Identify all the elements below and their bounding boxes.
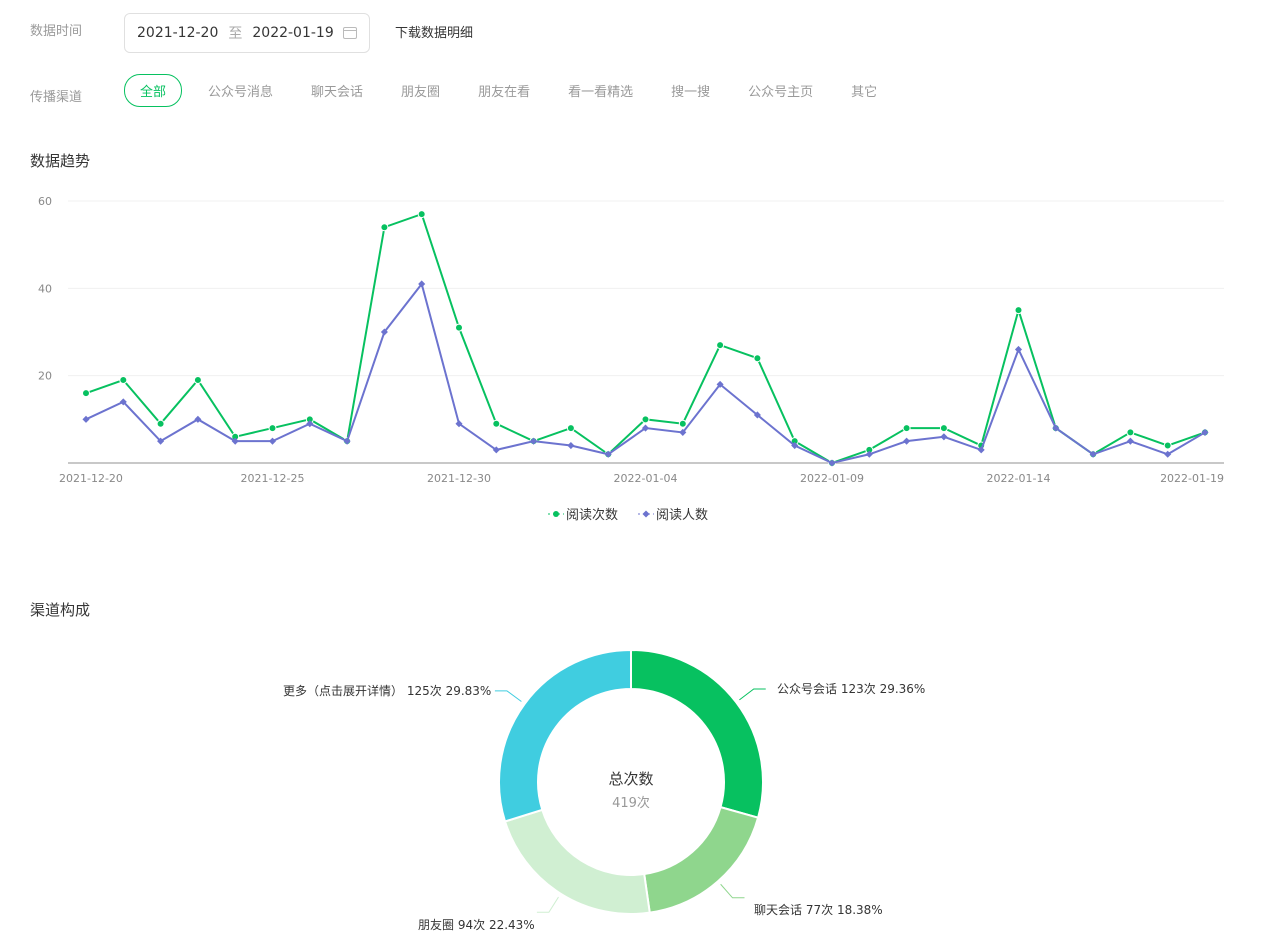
channel-tab[interactable]: 搜一搜 [671,85,711,100]
x-tick-label: 2022-01-04 [614,472,678,485]
data-point [940,433,948,441]
trend-line-chart: 20 40 60 2021-12-20 2021-12-25 2021-12-30 2022… [38,195,1224,485]
data-point [641,424,650,432]
channel-tab[interactable]: 公众号主页 [748,85,814,100]
label-leader-line [720,883,745,899]
data-point [939,424,948,433]
date-start[interactable]: 2021-12-20 [137,25,219,41]
channel-tab[interactable]: 公众号消息 [208,85,274,100]
data-point [753,411,761,419]
chart-legend: 阅读次数 阅读人数 [548,504,728,523]
data-point [194,415,202,423]
slice-label-2: 朋友圈 94次 22.43% [418,918,535,932]
data-point [716,380,724,388]
data-point [193,376,202,385]
data-point [455,420,463,428]
donut-slice [498,648,632,823]
x-tick-label: 2021-12-25 [241,472,305,485]
channel-tabs: 全部 公众号消息 聊天会话 朋友圈 朋友在看 看一看精选 搜一搜 公众号主页 其它 [124,74,915,107]
data-point [641,415,650,424]
channel-tab[interactable]: 其它 [851,85,878,100]
data-point [231,437,239,445]
data-point [1126,428,1135,437]
data-point [455,323,463,332]
date-separator: 至 [228,26,243,42]
data-point [157,437,165,445]
data-point [82,415,90,423]
label-leader-line [739,688,766,701]
data-point [753,354,762,363]
slice-label-3[interactable]: 更多（点击展开详情） 125次 29.83% [283,684,492,698]
trend-title: 数据趋势 [30,152,91,170]
data-point [492,446,500,454]
data-point [604,450,612,458]
data-point [678,419,687,428]
data-point [156,419,165,428]
data-point [566,424,575,433]
composition-title: 渠道构成 [30,601,91,619]
data-point [1163,441,1172,450]
x-tick-label: 2022-01-19 [1160,472,1224,485]
data-point [530,437,538,445]
date-label: 数据时间 [30,24,83,39]
data-point [902,424,911,433]
data-point [1014,345,1023,354]
donut-center-title: 总次数 [608,770,654,788]
data-point [828,459,836,467]
series-line [85,281,1206,465]
legend-item[interactable]: 阅读人数 [638,504,708,523]
data-point [1126,437,1134,445]
data-point [82,389,90,398]
y-tick-label: 60 [38,195,52,208]
x-tick-label: 2022-01-09 [800,472,864,485]
channel-tab[interactable]: 聊天会话 [311,85,364,100]
data-point [380,328,388,336]
channel-tab[interactable]: 看一看精选 [568,85,634,100]
channel-tab[interactable]: 朋友圈 [401,85,441,100]
legend-label: 阅读次数 [566,508,619,523]
legend-item[interactable]: 阅读次数 [548,504,618,523]
x-tick-label: 2022-01-14 [987,472,1051,485]
channel-tab[interactable]: 全部 [124,74,183,107]
label-leader-line [536,896,559,913]
data-point [380,223,389,232]
download-details-link[interactable]: 下载数据明细 [395,26,474,41]
label-leader-line [494,690,522,702]
data-point [1014,306,1023,315]
legend-marker-icon [638,509,655,518]
data-point [268,424,277,433]
channel-tab[interactable]: 朋友在看 [478,85,531,100]
slice-label-1: 聊天会话 77次 18.38% [754,903,883,917]
slice-label-0: 公众号会话 123次 29.36% [777,682,926,696]
donut-slice [643,805,760,914]
data-point [268,437,277,445]
data-point [977,446,985,454]
channel-label: 传播渠道 [30,90,83,105]
data-point [119,376,128,385]
data-point [865,450,873,458]
data-point [492,419,501,428]
calendar-icon[interactable] [343,27,357,39]
data-point [679,428,687,436]
x-tick-label: 2021-12-20 [59,472,123,485]
donut-center-value: 419次 [612,796,650,811]
legend-label: 阅读人数 [656,508,709,523]
y-tick-label: 20 [38,370,52,383]
data-point [119,398,127,406]
data-point [418,280,426,288]
y-tick-label: 40 [38,282,52,295]
legend-marker-icon [548,510,564,517]
channel-donut-chart [494,648,766,915]
donut-slice [503,808,651,915]
data-point [306,420,314,428]
date-end[interactable]: 2022-01-19 [252,25,334,41]
data-point [417,210,426,219]
data-point [343,437,351,445]
x-tick-label: 2021-12-30 [427,472,491,485]
date-range-picker[interactable]: 2021-12-20 至 2022-01-19 [124,13,370,53]
data-point [903,437,911,445]
data-point [716,341,725,350]
data-point [791,441,799,450]
data-point [567,441,575,450]
